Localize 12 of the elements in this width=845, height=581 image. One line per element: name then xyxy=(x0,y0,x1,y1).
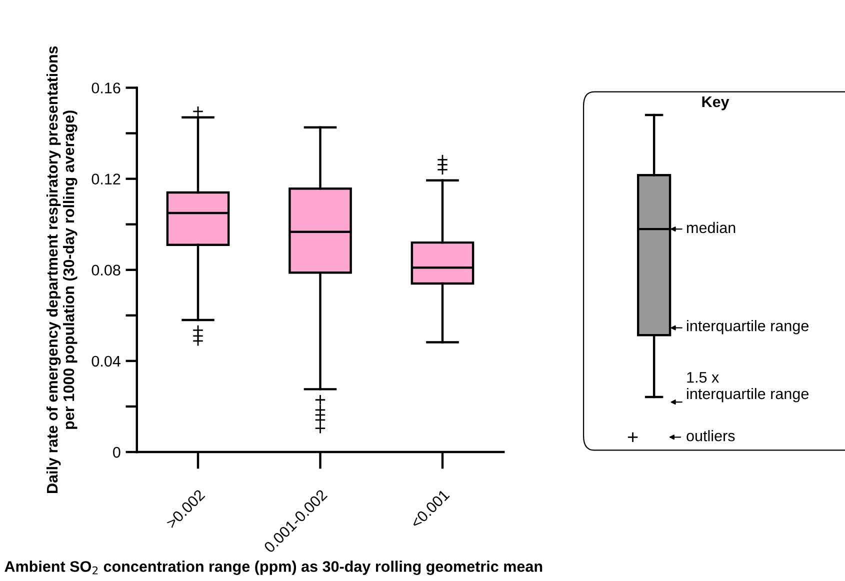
y-tick-label: 0 xyxy=(113,446,120,458)
x-axis-title: Ambient SO$_{2}$ concentration range (ppm) as 30-day rolling geometric mean xyxy=(4,560,542,575)
y-tick-label: 0.08 xyxy=(92,264,120,276)
y-tick-label: 0.12 xyxy=(92,174,120,184)
y-tick-label: 0.04 xyxy=(92,356,120,367)
text: Key xyxy=(702,96,730,110)
text: outliers xyxy=(686,430,735,442)
text: interquartile range xyxy=(687,320,808,334)
y-axis-title: Daily rate of emergency department respiratory presentations per 1000 population (30-day rolling average) xyxy=(46,46,78,493)
y-tick-label: 0.16 xyxy=(92,82,120,94)
text: median xyxy=(687,222,736,234)
text: 1.5 x interquartile range xyxy=(687,372,808,402)
